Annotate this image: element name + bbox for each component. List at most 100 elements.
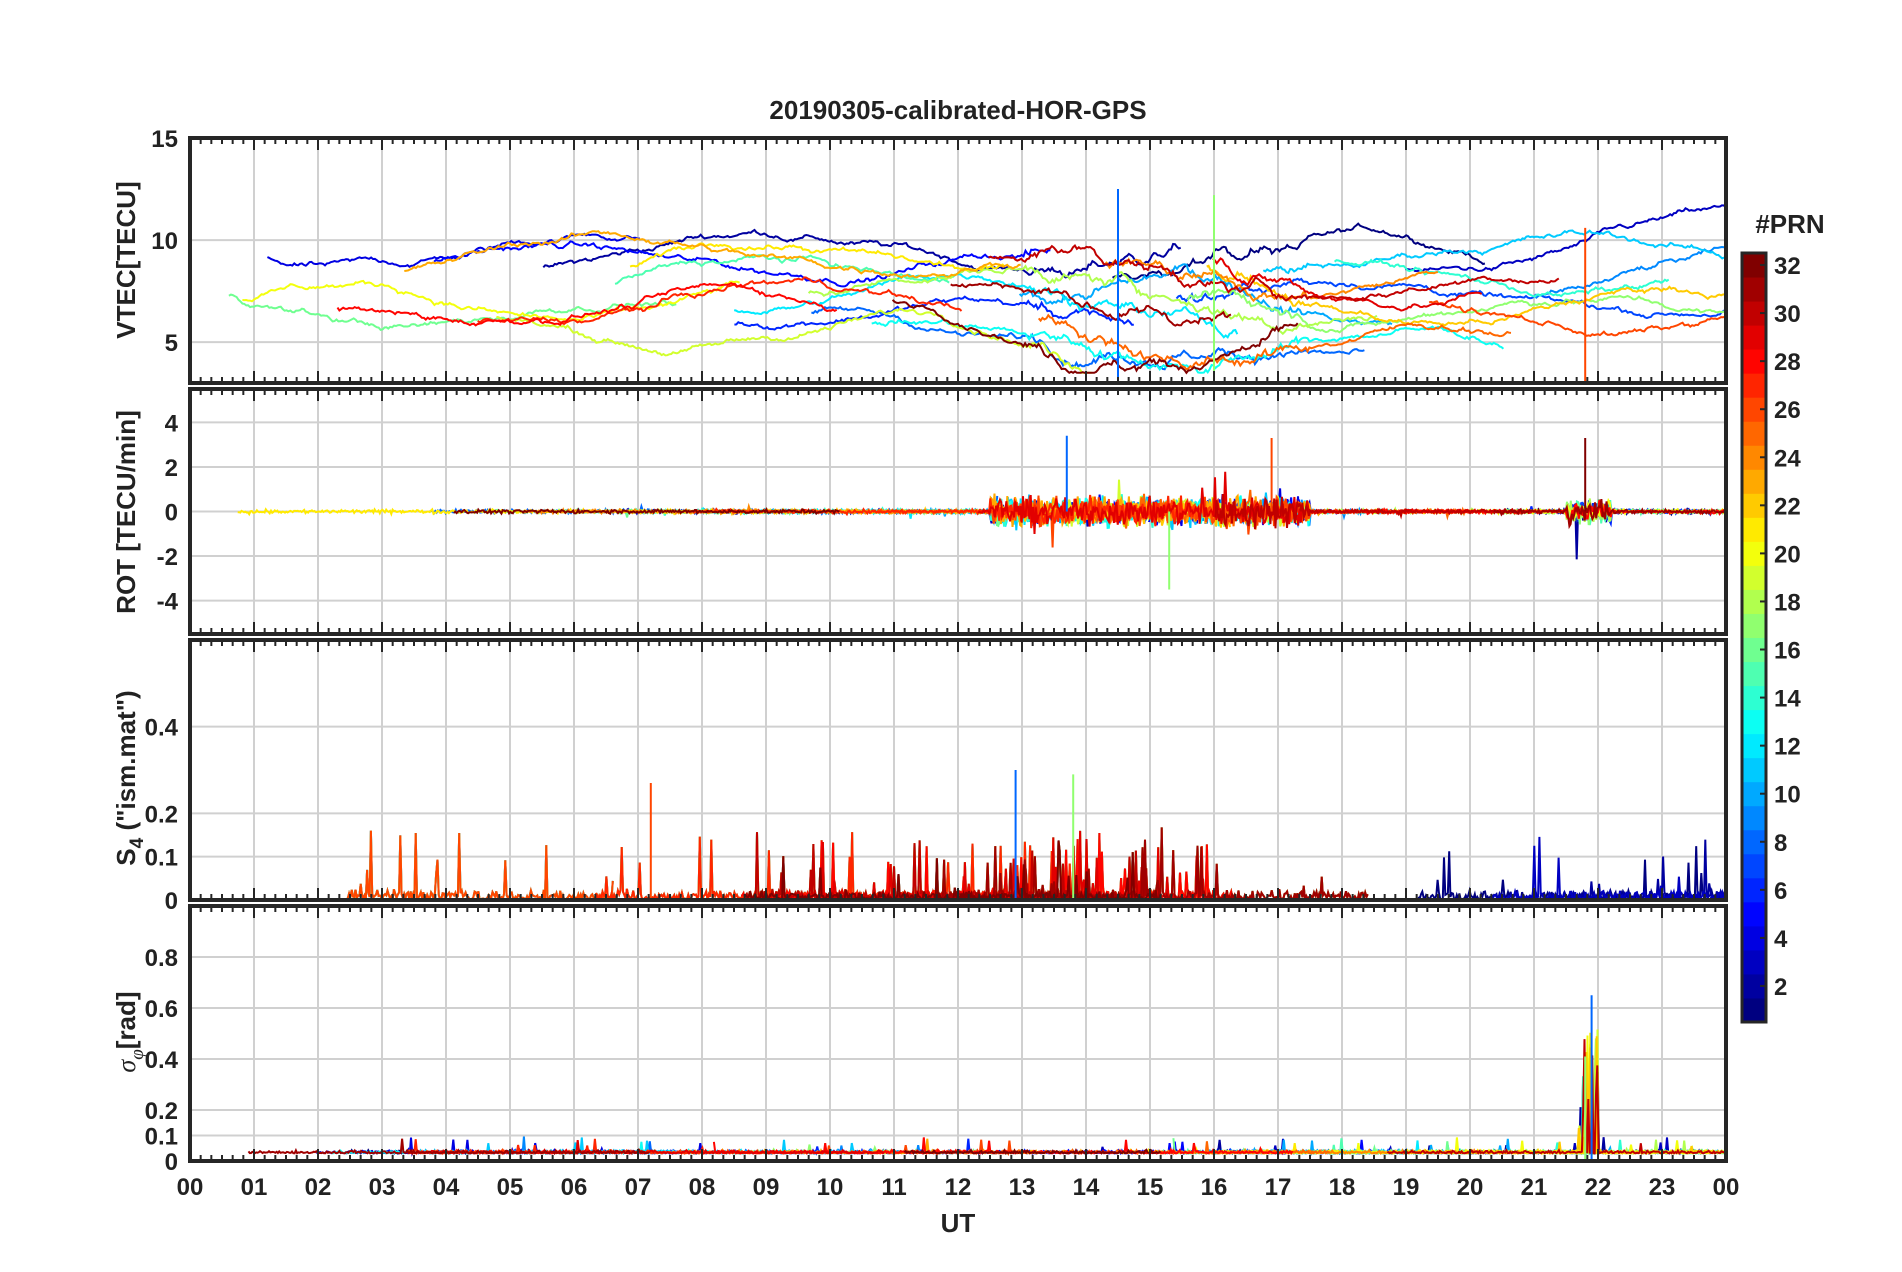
- colorbar-step: [1742, 517, 1766, 542]
- prn-26-trace: [345, 830, 614, 900]
- prn-18-trace: [807, 264, 1378, 336]
- prn-2-trace: [542, 228, 1182, 279]
- x-tick-label: 16: [1201, 1174, 1228, 1201]
- y-tick-label: 0.1: [145, 1124, 178, 1151]
- rot-ylabel: ROT [TECU/min]: [111, 410, 141, 614]
- colorbar-tick-label: 24: [1774, 445, 1801, 472]
- prn-19-trace: [496, 307, 1092, 374]
- colorbar-step: [1742, 757, 1766, 783]
- prn-31-trace: [1493, 498, 1726, 530]
- y-tick-label: 4: [165, 410, 179, 437]
- panel-1-traces: [228, 189, 1726, 383]
- colorbar-tick-label: 18: [1774, 589, 1801, 616]
- y-tick-label: 0: [165, 888, 178, 915]
- x-tick-label: 14: [1073, 1174, 1100, 1201]
- colorbar-step: [1742, 853, 1766, 879]
- y-tick-label: 0.4: [145, 715, 179, 742]
- prn-31-trace: [950, 282, 1232, 327]
- colorbar-tick-label: 26: [1774, 397, 1801, 424]
- x-tick-label: 21: [1521, 1174, 1548, 1201]
- s4-ylabel-rest: ("ism.mat"): [111, 690, 141, 837]
- prn-32-trace: [903, 1148, 1161, 1155]
- prn-30-trace: [1214, 494, 1517, 529]
- panel-2: -4 -2 0 2 4: [157, 387, 1728, 636]
- colorbar-tick-label: 22: [1774, 493, 1801, 520]
- colorbar-tick-label: 16: [1774, 638, 1801, 665]
- vtec-ylabel: VTEC[TECU]: [111, 181, 141, 338]
- colorbar-step: [1742, 997, 1766, 1023]
- panel-4: 00.10.2 0.4 0.6 0.8: [145, 904, 1728, 1176]
- x-tick-labels: 00 01 02 03 04 05 06 07 08 09 10 11 12 13 14 15 16 17 18 19…: [177, 1174, 1740, 1201]
- y-tick-label: -4: [157, 589, 179, 616]
- x-tick-label: 13: [1009, 1174, 1036, 1201]
- sigma-ylabel: σφ[rad]: [111, 991, 148, 1072]
- colorbar-step: [1742, 901, 1766, 927]
- prn-5-trace: [433, 240, 1051, 288]
- colorbar-step: [1742, 325, 1766, 350]
- sigma-ylabel-main: σ: [112, 1059, 141, 1073]
- prn-9-trace: [1534, 245, 1726, 300]
- y-tick-label: 2: [165, 455, 178, 482]
- x-tick-label: 01: [241, 1174, 268, 1201]
- y-tick-label: 0.4: [145, 1047, 179, 1074]
- panel-1: 5 10 15: [151, 126, 1728, 385]
- y-tick-label: 0.2: [145, 1098, 178, 1125]
- y-tick-label: 0: [165, 500, 178, 527]
- prn-31-trace: [247, 1138, 650, 1156]
- s4-ylabel-sub: 4: [127, 837, 148, 848]
- prn-30-trace: [988, 244, 1560, 302]
- colorbar-tick-label: 30: [1774, 301, 1801, 328]
- colorbar-step: [1742, 949, 1766, 975]
- x-tick-label: 09: [753, 1174, 780, 1201]
- prn-32-trace: [453, 506, 840, 516]
- prn-21-trace: [629, 242, 1006, 272]
- prn-3-trace: [1405, 202, 1726, 274]
- y-tick-label: -2: [157, 544, 178, 571]
- x-tick-label: 04: [433, 1174, 460, 1201]
- colorbar-tick-label: 6: [1774, 878, 1787, 905]
- prn-13-trace: [871, 318, 1505, 375]
- s4-ylabel: S4 ("ism.mat"): [111, 690, 148, 865]
- x-tick-label: 10: [817, 1174, 844, 1201]
- sigma-ylabel-rest: [rad]: [111, 991, 141, 1049]
- prn-27-trace: [477, 276, 963, 326]
- x-tick-label: 02: [305, 1174, 332, 1201]
- x-tick-label: 07: [625, 1174, 652, 1201]
- colorbar-step: [1742, 565, 1766, 590]
- colorbar-tick-label: 28: [1774, 349, 1801, 376]
- prn-11-trace: [1262, 229, 1725, 275]
- y-tick-label: 15: [151, 126, 178, 153]
- colorbar-step: [1742, 277, 1766, 302]
- colorbar-tick-label: 10: [1774, 782, 1801, 809]
- colorbar-step: [1742, 469, 1766, 494]
- x-tick-label: 08: [689, 1174, 716, 1201]
- y-tick-label: 0.6: [145, 996, 178, 1023]
- x-tick-label: 03: [369, 1174, 396, 1201]
- colorbar-tick-label: 4: [1774, 926, 1788, 953]
- x-tick-label: 00: [1713, 1174, 1740, 1201]
- prn-30-trace: [1386, 1039, 1726, 1156]
- y-tick-label: 0.1: [145, 845, 178, 872]
- x-tick-label: 17: [1265, 1174, 1292, 1201]
- colorbar-tick-label: 12: [1774, 734, 1801, 761]
- x-tick-label: 06: [561, 1174, 588, 1201]
- prn-29-trace: [1212, 257, 1483, 312]
- x-tick-label: 22: [1585, 1174, 1612, 1201]
- sigma-ylabel-sub: φ: [127, 1049, 148, 1060]
- x-tick-label: 19: [1393, 1174, 1420, 1201]
- colorbar-frame: [1740, 251, 1768, 1024]
- x-tick-label: 20: [1457, 1174, 1484, 1201]
- prn-22-trace: [1206, 264, 1726, 327]
- colorbar-step: [1742, 661, 1766, 687]
- colorbar-tick-label: 32: [1774, 253, 1801, 280]
- colorbar-tick-label: 14: [1774, 686, 1801, 713]
- y-tick-label: 0.2: [145, 801, 178, 828]
- prn-24-trace: [1104, 257, 1439, 303]
- x-tick-label: 11: [881, 1174, 906, 1201]
- x-tick-label: 12: [945, 1174, 972, 1201]
- y-tick-label: 0: [165, 1149, 178, 1176]
- x-axis-label: UT: [941, 1208, 976, 1238]
- colorbar-tick-label: 2: [1774, 974, 1787, 1001]
- panel-4-traces: [247, 995, 1726, 1161]
